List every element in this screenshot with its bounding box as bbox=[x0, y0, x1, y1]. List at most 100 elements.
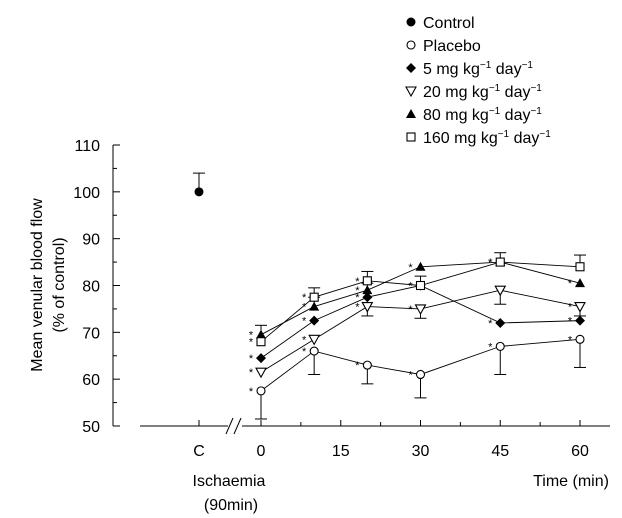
x-tick-label: 60 bbox=[571, 443, 589, 460]
significance-star: * bbox=[302, 302, 307, 314]
y-axis-label-line2: (% of control) bbox=[51, 237, 68, 332]
data-point bbox=[256, 353, 266, 364]
series-2: *** * * bbox=[249, 285, 586, 379]
data-point bbox=[414, 304, 427, 316]
data-point bbox=[308, 334, 321, 346]
data-point bbox=[309, 292, 319, 302]
significance-star: * bbox=[302, 346, 307, 358]
data-point bbox=[309, 301, 320, 311]
data-point bbox=[362, 276, 372, 286]
x-tick-label: 0 bbox=[257, 443, 266, 460]
data-point bbox=[256, 337, 266, 347]
axis-break-mark bbox=[233, 417, 242, 435]
data-point bbox=[494, 285, 507, 297]
series-line bbox=[260, 338, 581, 392]
y-tick-label: 60 bbox=[82, 372, 100, 389]
x-sublabel-line2: (90min) bbox=[204, 497, 258, 514]
series-0: ****** bbox=[249, 334, 586, 420]
legend-marker bbox=[406, 40, 416, 50]
significance-star: * bbox=[355, 276, 360, 288]
series-line bbox=[260, 289, 581, 373]
significance-star: * bbox=[488, 318, 493, 330]
legend-marker bbox=[406, 17, 416, 27]
significance-star: * bbox=[249, 367, 254, 379]
significance-star: * bbox=[355, 292, 360, 304]
y-tick-label: 50 bbox=[82, 419, 100, 436]
significance-star: * bbox=[302, 334, 307, 346]
significance-star: * bbox=[488, 257, 493, 269]
data-point bbox=[256, 386, 266, 396]
significance-star: * bbox=[302, 292, 307, 304]
significance-star: * bbox=[355, 285, 360, 297]
y-tick-label: 90 bbox=[82, 232, 100, 249]
data-point bbox=[309, 346, 319, 356]
x-sublabel-line1: Ischaemia bbox=[193, 473, 266, 490]
data-point bbox=[256, 329, 266, 339]
x-axis-label: Time (min) bbox=[533, 473, 609, 490]
legend-marker bbox=[406, 109, 416, 118]
legend-label: 160 mg kg−1 day−1 bbox=[423, 129, 551, 147]
significance-star: * bbox=[408, 281, 413, 293]
control-point bbox=[194, 187, 204, 197]
data-point bbox=[575, 334, 585, 344]
significance-star: * bbox=[568, 302, 573, 314]
y-axis-label-line1: Mean venular blood flow bbox=[29, 198, 46, 372]
series-1: ***** * bbox=[249, 280, 585, 365]
control-layer bbox=[193, 172, 205, 197]
x-tick-label: 45 bbox=[491, 443, 509, 460]
data-point bbox=[362, 285, 373, 295]
series-line bbox=[260, 261, 581, 343]
y-tick-label: 80 bbox=[82, 279, 100, 296]
data-point bbox=[495, 317, 506, 328]
legend-label: 80 mg kg−1 day−1 bbox=[423, 106, 542, 124]
data-point bbox=[415, 261, 426, 271]
data-point bbox=[309, 315, 320, 326]
data-point bbox=[575, 315, 585, 326]
significance-star: * bbox=[355, 302, 360, 314]
data-point bbox=[361, 302, 374, 313]
series-line bbox=[260, 261, 581, 336]
significance-star: * bbox=[408, 304, 413, 316]
y-tick-label: 70 bbox=[82, 325, 100, 342]
significance-star: * bbox=[568, 334, 573, 346]
significance-star: * bbox=[408, 369, 413, 381]
data-point bbox=[415, 369, 426, 380]
y-tick-label: 110 bbox=[74, 138, 100, 155]
data-point bbox=[574, 302, 586, 313]
significance-star: * bbox=[249, 353, 254, 365]
data-point bbox=[495, 257, 505, 267]
significance-star: * bbox=[249, 337, 254, 349]
axis-break-mark bbox=[225, 417, 234, 435]
data-point bbox=[415, 280, 426, 291]
x-tick-label: 15 bbox=[332, 443, 350, 460]
legend-marker bbox=[405, 86, 417, 98]
x-tick-label: C bbox=[193, 443, 205, 460]
series-4: **** bbox=[249, 254, 586, 349]
significance-star: * bbox=[249, 386, 254, 398]
legend-marker bbox=[406, 63, 416, 73]
significance-star: * bbox=[408, 262, 413, 274]
axes: 50 60 70 80 90 100 110 C 0 15 30 45 60 bbox=[73, 138, 610, 460]
y-tick-label: 100 bbox=[73, 185, 100, 202]
significance-star: * bbox=[355, 360, 360, 372]
legend-label: 20 mg kg−1 day−1 bbox=[423, 83, 542, 101]
significance-star: * bbox=[302, 316, 307, 328]
significance-star: * bbox=[568, 316, 573, 328]
legend-label: 5 mg kg−1 day−1 bbox=[423, 60, 533, 78]
data-point bbox=[362, 360, 372, 370]
legend-label: Placebo bbox=[423, 38, 481, 55]
significance-star: * bbox=[249, 330, 254, 342]
x-tick-label: 30 bbox=[412, 443, 430, 460]
legend-label: Control bbox=[423, 15, 475, 32]
significance-star: * bbox=[488, 257, 493, 269]
data-point bbox=[575, 278, 585, 288]
data-point bbox=[495, 341, 505, 351]
data-point bbox=[575, 262, 585, 272]
series-line bbox=[260, 285, 581, 359]
series-layer: *********** **** * ***** ****** bbox=[249, 252, 586, 420]
legend-marker bbox=[406, 132, 416, 142]
significance-star: * bbox=[568, 278, 573, 290]
legend: Control Placebo 5 mg kg−1 day−1 20 mg kg−1 … bbox=[405, 15, 551, 147]
data-point bbox=[362, 292, 373, 303]
